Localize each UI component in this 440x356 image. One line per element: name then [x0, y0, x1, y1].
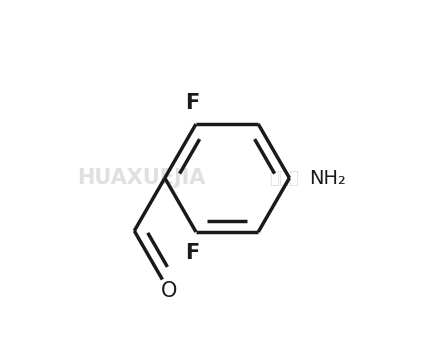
Text: 化学加: 化学加	[269, 169, 299, 187]
Text: F: F	[185, 242, 199, 263]
Text: O: O	[161, 281, 177, 301]
Text: NH₂: NH₂	[309, 168, 346, 188]
Text: HUAXUEJIA: HUAXUEJIA	[77, 168, 206, 188]
Text: F: F	[185, 93, 199, 114]
